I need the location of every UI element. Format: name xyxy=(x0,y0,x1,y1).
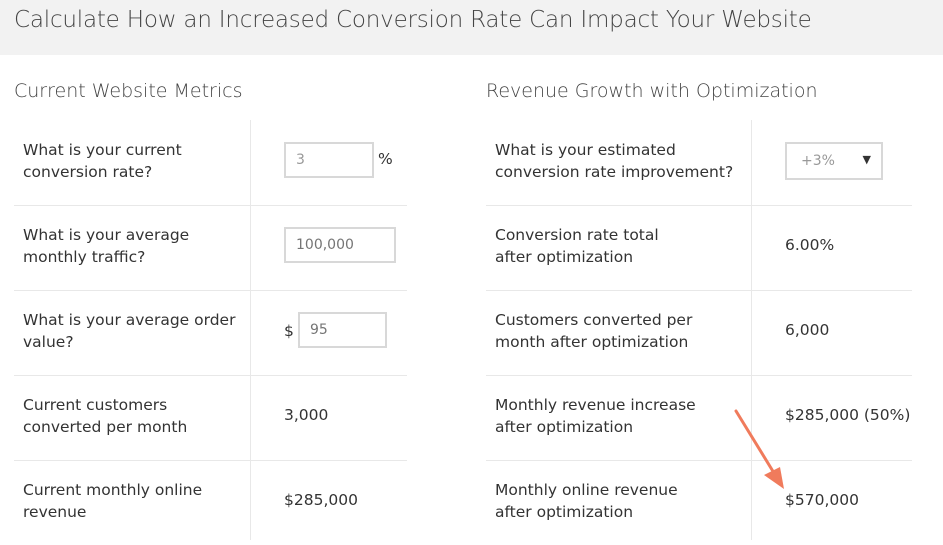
current-customers-value: 3,000 xyxy=(284,406,329,424)
customers-after-label: Customers converted per month after opti… xyxy=(495,311,693,351)
current-revenue-label: Current monthly online revenue xyxy=(23,481,203,521)
caret-down-icon: ▼ xyxy=(862,153,871,166)
current-revenue-value: $285,000 xyxy=(284,491,358,509)
improvement-label: What is your estimated conversion rate i… xyxy=(495,141,734,181)
column-divider xyxy=(751,120,752,540)
current-customers-label: Current customers converted per month xyxy=(23,396,188,436)
table-row: What is your average order value? $ xyxy=(14,290,407,376)
revenue-growth-title: Revenue Growth with Optimization xyxy=(486,80,818,102)
table-row: Current monthly online revenue $285,000 xyxy=(14,460,407,545)
improvement-select-value: +3% xyxy=(801,153,835,169)
current-metrics-title: Current Website Metrics xyxy=(14,80,243,102)
table-row: Monthly revenue increase after optimizat… xyxy=(486,375,912,461)
arrow-annotation-icon xyxy=(734,409,784,489)
revenue-increase-label: Monthly revenue increase after optimizat… xyxy=(495,396,696,436)
total-rate-label: Conversion rate total after optimization xyxy=(495,226,659,266)
percent-unit: % xyxy=(378,150,393,168)
table-row: Conversion rate total after optimization… xyxy=(486,205,912,291)
conversion-rate-label: What is your current conversion rate? xyxy=(23,141,182,181)
table-row: Current customers converted per month 3,… xyxy=(14,375,407,461)
revenue-after-value: $570,000 xyxy=(785,491,859,509)
order-value-input[interactable] xyxy=(298,312,387,348)
table-row: What is your estimated conversion rate i… xyxy=(486,120,912,206)
table-row: What is your current conversion rate? % xyxy=(14,120,407,206)
currency-symbol: $ xyxy=(284,322,294,340)
monthly-traffic-label: What is your average monthly traffic? xyxy=(23,226,190,266)
revenue-increase-value: $285,000 (50%) xyxy=(785,406,911,424)
table-row: Monthly online revenue after optimizatio… xyxy=(486,460,912,545)
column-divider xyxy=(250,120,251,540)
revenue-after-label: Monthly online revenue after optimizatio… xyxy=(495,481,678,521)
total-rate-value: 6.00% xyxy=(785,236,835,254)
monthly-traffic-input[interactable] xyxy=(284,227,396,263)
table-row: What is your average monthly traffic? xyxy=(14,205,407,291)
table-row: Customers converted per month after opti… xyxy=(486,290,912,376)
order-value-label: What is your average order value? xyxy=(23,311,236,351)
page-header: Calculate How an Increased Conversion Ra… xyxy=(0,0,943,55)
customers-after-value: 6,000 xyxy=(785,321,830,339)
conversion-rate-input[interactable] xyxy=(284,142,374,178)
improvement-select[interactable]: +3% ▼ xyxy=(785,142,883,180)
page-title: Calculate How an Increased Conversion Ra… xyxy=(14,7,812,33)
